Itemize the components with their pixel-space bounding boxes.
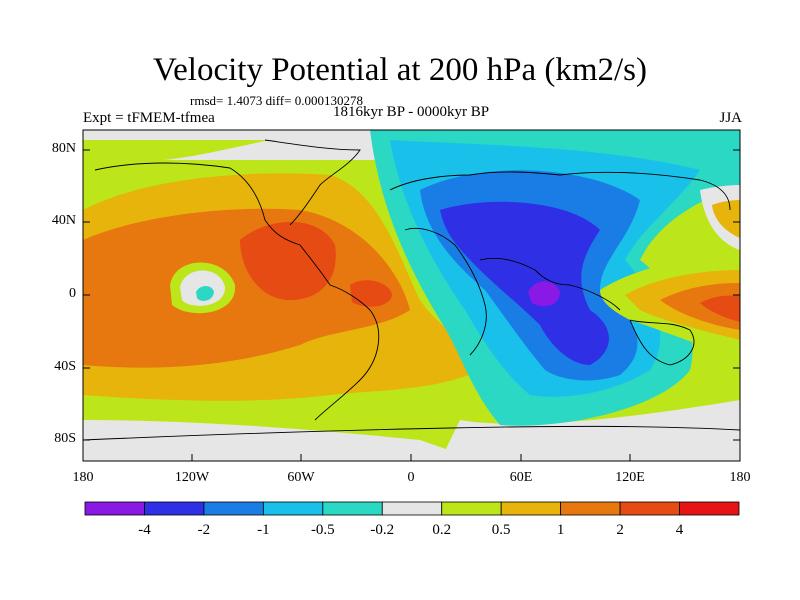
colorbar-swatch bbox=[203, 501, 264, 516]
colorbar-swatch bbox=[441, 501, 502, 516]
colorbar-swatch bbox=[322, 501, 383, 516]
lat-tick-label: 80S bbox=[54, 431, 76, 446]
lon-tick-label: 120E bbox=[615, 470, 645, 485]
colorbar-swatch bbox=[679, 501, 740, 516]
season-label: JJA bbox=[719, 110, 742, 126]
colorbar-label: 0.5 bbox=[491, 522, 511, 538]
contour-east-grey-center bbox=[712, 200, 740, 238]
colorbar-label: 4 bbox=[675, 522, 684, 538]
contour-neg2 bbox=[440, 201, 609, 365]
colorbar-label: -2 bbox=[197, 522, 211, 538]
lat-tick-label: 40S bbox=[54, 359, 76, 374]
colorbar bbox=[84, 501, 740, 516]
lon-tick-label: 180 bbox=[729, 470, 751, 485]
contour-east-2 bbox=[660, 283, 740, 330]
colorbar-swatch bbox=[500, 501, 562, 516]
contour-hole-neg bbox=[196, 286, 214, 301]
colorbar-label: 0.2 bbox=[432, 522, 452, 538]
contour-4-atlantic bbox=[350, 280, 392, 307]
lon-tick-label: 0 bbox=[407, 470, 415, 485]
colorbar-label: -4 bbox=[138, 522, 151, 538]
colorbar-label: -0.5 bbox=[310, 522, 335, 538]
coastlines bbox=[83, 139, 740, 441]
stats-text: rmsd= 1.4073 diff= 0.000130278 bbox=[190, 93, 363, 108]
experiment-label: Expt = tFMEM-tfmea bbox=[83, 110, 215, 126]
colorbar-label: 2 bbox=[616, 522, 624, 538]
colorbar-swatch bbox=[84, 501, 145, 516]
colorbar-label: -1 bbox=[257, 522, 270, 538]
contour-4-americas bbox=[240, 221, 336, 300]
period-label: 1816kyr BP - 0000kyr BP bbox=[332, 104, 490, 120]
map-title: Velocity Potential at 200 hPa (km2/s) bbox=[152, 52, 648, 88]
lat-ticks bbox=[83, 149, 740, 441]
contour-field bbox=[83, 130, 740, 461]
colorbar-label: -0.2 bbox=[370, 522, 395, 538]
lon-tick-label: 180 bbox=[72, 470, 94, 485]
lat-tick-label: 0 bbox=[69, 286, 76, 301]
contour-grey-sw bbox=[83, 420, 480, 461]
lon-ticks bbox=[191, 454, 631, 461]
lat-tick-label: 80N bbox=[51, 141, 76, 156]
colorbar-swatch bbox=[262, 501, 324, 516]
lon-tick-label: 120W bbox=[174, 470, 210, 485]
colorbar-swatch bbox=[144, 501, 205, 516]
lon-tick-label: 60E bbox=[509, 470, 533, 485]
colorbar-swatch bbox=[560, 501, 621, 516]
colorbar-swatch bbox=[619, 501, 680, 516]
contour-neg4 bbox=[528, 281, 560, 307]
lon-tick-label: 60W bbox=[287, 470, 315, 485]
contour-lightgreen-north bbox=[83, 140, 270, 163]
lat-tick-label: 40N bbox=[51, 213, 76, 228]
contour-east-4 bbox=[700, 295, 740, 322]
colorbar-swatch bbox=[381, 501, 443, 516]
contour-grey-se bbox=[440, 400, 740, 461]
colorbar-label: 1 bbox=[556, 522, 565, 538]
